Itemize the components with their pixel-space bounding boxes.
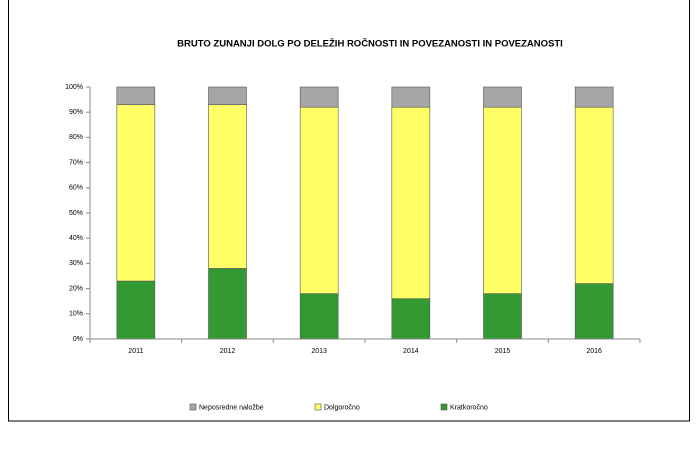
legend-swatch xyxy=(314,403,322,411)
y-tick-label: 100% xyxy=(65,84,83,91)
bar-segment xyxy=(116,86,156,105)
y-tick-label: 20% xyxy=(69,285,83,292)
bar-segment xyxy=(208,86,247,105)
bar-segment xyxy=(574,86,614,108)
x-tick-label: 2011 xyxy=(128,348,143,355)
bar-segment xyxy=(391,106,431,299)
y-tick-label: 10% xyxy=(69,311,83,318)
y-tick-label: 50% xyxy=(69,210,83,217)
bar-segment xyxy=(574,106,614,284)
bar-segment xyxy=(483,293,522,340)
y-tick-label: 60% xyxy=(69,185,83,192)
bar-segment xyxy=(116,104,156,282)
bar-segment xyxy=(116,280,156,340)
x-tick-label: 2016 xyxy=(586,348,602,355)
bar-segment xyxy=(574,283,614,340)
y-tick-label: 80% xyxy=(69,134,83,141)
bar-segment xyxy=(391,298,431,340)
bar-segment xyxy=(299,86,339,108)
bar-segment xyxy=(208,268,247,340)
bar-segment xyxy=(483,106,522,294)
y-tick-label: 30% xyxy=(69,260,83,267)
legend-label: Neposredne naložbe xyxy=(199,404,264,411)
legend-swatch xyxy=(189,403,197,411)
x-tick-label: 2014 xyxy=(403,348,419,355)
legend-swatch xyxy=(440,403,448,411)
y-tick-label: 40% xyxy=(69,235,83,242)
x-tick-label: 2013 xyxy=(311,348,327,355)
chart-title: BRUTO ZUNANJI DOLG PO DELEŽIH ROČNOSTI I… xyxy=(177,38,563,50)
bar-segment xyxy=(299,293,339,340)
bar-segment xyxy=(208,104,247,269)
y-tick-label: 70% xyxy=(69,159,83,166)
x-tick-label: 2015 xyxy=(495,348,511,355)
bar-segment xyxy=(391,86,431,108)
legend-label: Dolgoročno xyxy=(324,404,360,411)
y-tick-label: 0% xyxy=(73,336,83,343)
legend-label: Kratkoročno xyxy=(450,404,488,411)
bar-segment xyxy=(299,106,339,294)
bar-segment xyxy=(483,86,522,108)
x-tick-label: 2012 xyxy=(220,348,236,355)
y-tick-label: 90% xyxy=(69,109,83,116)
